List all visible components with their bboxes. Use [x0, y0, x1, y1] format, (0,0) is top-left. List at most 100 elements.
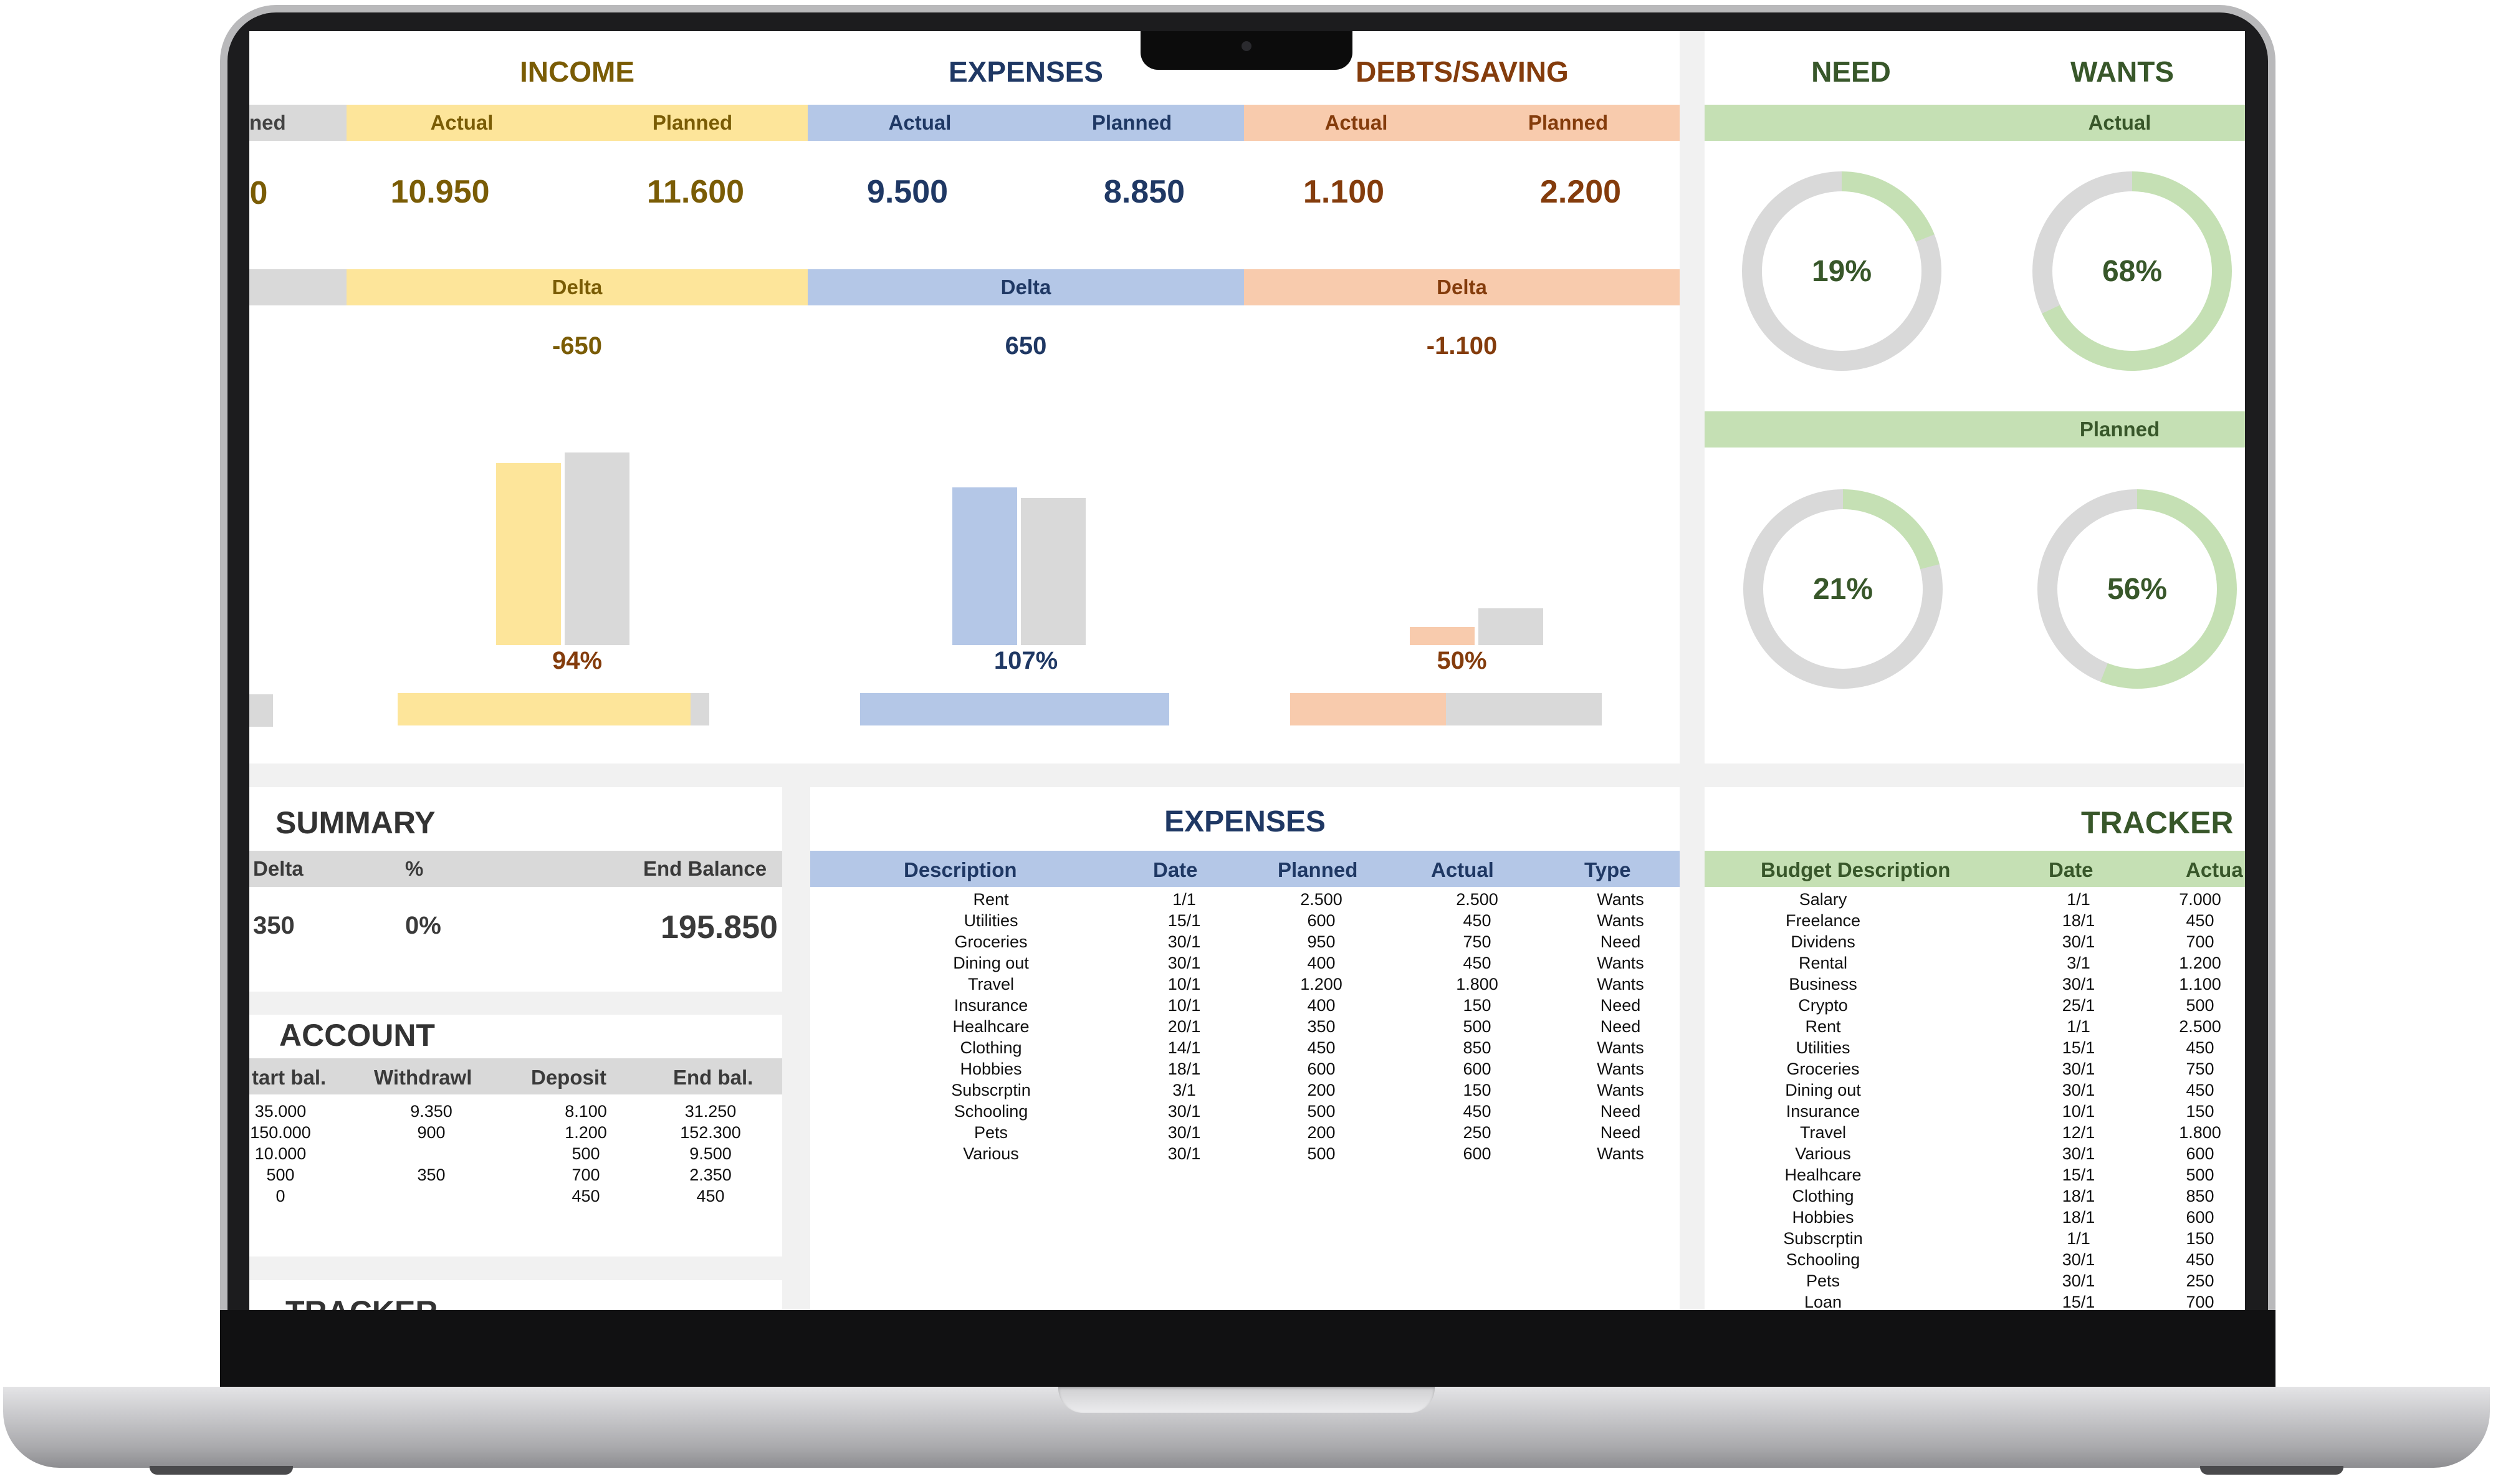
tracker-row-cell: 30/1 [2062, 1271, 2095, 1290]
expenses-col-planned: Planned [1278, 858, 1358, 881]
debts-title: DEBTS/SAVING [1356, 55, 1569, 88]
tracker-row-cell: 450 [2186, 1250, 2214, 1269]
tracker-row-cell: 18/1 [2062, 1187, 2095, 1205]
account-row-cell: 450 [696, 1187, 725, 1205]
tracker-row-cell: 1.100 [2179, 975, 2221, 993]
expense-row-cell: 15/1 [1167, 911, 1201, 930]
tracker-row: Subscrptin 1/1 150 [1705, 1228, 2245, 1249]
income-percent: 94% [552, 647, 603, 674]
tracker-row-cell: Travel [1799, 1123, 1846, 1142]
tracker-row-cell: Dividens [1791, 932, 1855, 951]
account-row-cell: 8.100 [565, 1102, 607, 1121]
tracker-row-cell: 700 [2186, 1293, 2214, 1310]
summary-percent: 0% [405, 912, 441, 939]
expenses-actual-bar [952, 487, 1017, 645]
account-row-cell: 350 [417, 1166, 446, 1184]
account-row-cell: 31.250 [684, 1102, 737, 1121]
tracker-row-cell: 15/1 [2062, 1293, 2095, 1310]
debts-planned-value: 2.200 [1539, 174, 1622, 210]
debts-planned-bar [1478, 608, 1543, 645]
expense-row: Utilities 15/1 600 450 Wants [810, 910, 1680, 931]
tracker-row: Freelance 18/1 450 [1705, 910, 2245, 931]
account-row: 10.000 500 9.500 [249, 1143, 782, 1164]
expense-row-cell: 1.200 [1300, 975, 1342, 993]
tracker-row-cell: 2.500 [2179, 1017, 2221, 1036]
account-row: 150.000 900 1.200 152.300 [249, 1122, 782, 1143]
expense-row-cell: 600 [1307, 911, 1336, 930]
partial-column-header: ned [249, 105, 347, 141]
income-actual-value: 10.950 [390, 174, 490, 210]
expense-row: Insurance 10/1 400 150 Need [810, 995, 1680, 1016]
tracker-row-cell: 750 [2186, 1060, 2214, 1078]
tracker-row-cell: 18/1 [2062, 1208, 2095, 1227]
account-row-cell: 500 [266, 1166, 295, 1184]
expense-row-cell: 14/1 [1167, 1038, 1201, 1057]
expense-row-cell: 30/1 [1167, 1144, 1201, 1163]
expense-row-cell: Wants [1597, 1060, 1644, 1078]
account-row-cell: 10.000 [254, 1144, 307, 1163]
tracker-row-cell: 500 [2186, 1166, 2214, 1184]
expense-row-cell: Need [1600, 1017, 1641, 1036]
summary-col-delta: Delta [253, 857, 304, 880]
account-row-cell: 9.350 [410, 1102, 452, 1121]
tracker-row: Insurance 10/1 150 [1705, 1101, 2245, 1122]
expense-row-cell: 2.500 [1300, 890, 1342, 909]
debts-delta-label: Delta [1244, 269, 1680, 305]
tracker-row-cell: 18/1 [2062, 911, 2095, 930]
expense-row-cell: 3/1 [1172, 1081, 1196, 1099]
income-progress-track [398, 693, 709, 725]
laptop-foot-right [2200, 1466, 2343, 1475]
expense-row-cell: 10/1 [1167, 996, 1201, 1015]
expense-row-cell: 10/1 [1167, 975, 1201, 993]
tracker-row-cell: Rent [1805, 1017, 1841, 1036]
account-title: ACCOUNT [279, 1018, 435, 1053]
expense-row: Healhcare 20/1 350 500 Need [810, 1016, 1680, 1037]
expense-row-cell: 500 [1307, 1102, 1336, 1121]
tracker-row-cell: 500 [2186, 996, 2214, 1015]
summary-end-balance: 195.850 [661, 909, 778, 945]
expenses-planned-label: Planned [1091, 111, 1172, 134]
expenses-col-date: Date [1153, 858, 1198, 881]
account-row-cell: 500 [572, 1144, 600, 1163]
tracker-row-cell: 450 [2186, 911, 2214, 930]
partial-progress-bar [249, 694, 273, 727]
debts-actual-bar [1410, 627, 1475, 645]
tracker-row-cell: Freelance [1785, 911, 1861, 930]
debts-header-bar: Actual Planned [1244, 105, 1680, 141]
tracker-row-cell: 150 [2186, 1229, 2214, 1248]
tracker-row-cell: Crypto [1798, 996, 1848, 1015]
tracker-row-cell: 1.800 [2179, 1123, 2221, 1142]
income-planned-value: 11.600 [646, 174, 745, 210]
account-panel: ACCOUNT tart bal. Withdrawl Deposit End … [249, 1015, 782, 1257]
expense-row: Hobbies 18/1 600 600 Wants [810, 1058, 1680, 1079]
debts-actual-value: 1.100 [1303, 174, 1385, 210]
summary-col-percent: % [405, 857, 424, 880]
account-row: 35.000 9.350 8.100 31.250 [249, 1101, 782, 1122]
tracker-row-cell: 1/1 [2067, 1229, 2090, 1248]
tracker-row-cell: 600 [2186, 1144, 2214, 1163]
expense-row: Rent 1/1 2.500 2.500 Wants [810, 889, 1680, 910]
tracker-row-cell: Rental [1798, 954, 1848, 972]
tracker-row-cell: 600 [2186, 1208, 2214, 1227]
account-col-start: tart bal. [252, 1066, 327, 1089]
tracker-row-cell: Subscrptin [1783, 1229, 1863, 1248]
wants-actual-percent: 68% [2052, 191, 2212, 351]
expense-row-cell: Wants [1597, 911, 1644, 930]
tracker-row-cell: Business [1789, 975, 1857, 993]
tracker-row: Utilities 15/1 450 [1705, 1037, 2245, 1058]
tracker-row-cell: 30/1 [2062, 1081, 2095, 1099]
income-progress-fill [398, 693, 691, 725]
partial-column-value: 0 [249, 175, 268, 211]
expense-row-cell: Need [1600, 996, 1641, 1015]
actual-label: Actual [2088, 111, 2151, 134]
expense-row-cell: 400 [1307, 954, 1336, 972]
expense-row-cell: Wants [1597, 890, 1644, 909]
expense-row-cell: 450 [1463, 954, 1491, 972]
expense-row-cell: Groceries [954, 932, 1028, 951]
summary-delta: 350 [253, 912, 295, 939]
expenses-title: EXPENSES [949, 55, 1103, 88]
tracker-row: Dividens 30/1 700 [1705, 931, 2245, 952]
tracker-row-cell: 700 [2186, 932, 2214, 951]
account-row-cell: 2.350 [689, 1166, 732, 1184]
account-row-cell: 35.000 [254, 1102, 307, 1121]
